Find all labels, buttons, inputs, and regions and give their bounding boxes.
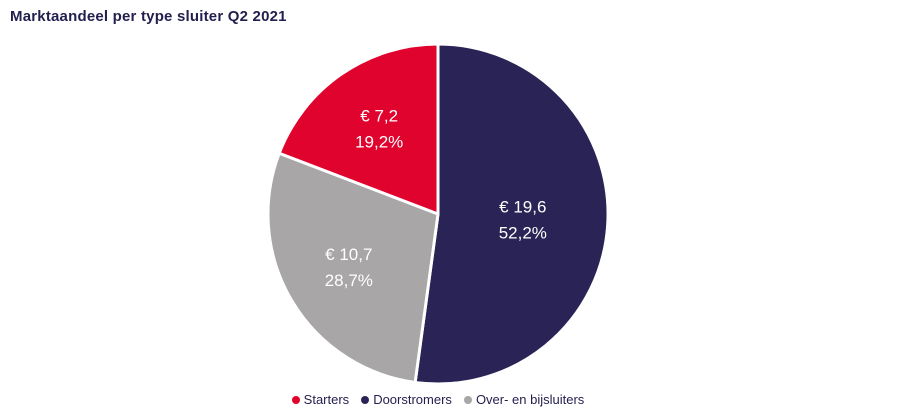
legend-dot-icon [361, 395, 370, 404]
legend-item-starters: Starters [291, 392, 350, 407]
legend-label: Starters [303, 392, 350, 407]
legend-item-over-en-bijsluiters: Over- en bijsluiters [463, 392, 585, 407]
pie-chart: € 19,6 52,2% € 10,7 28,7% € 7,2 19,2% [266, 42, 610, 386]
legend-label: Doorstromers [373, 392, 452, 407]
legend-dot-icon [463, 395, 472, 404]
pie-slice-doorstromers [413, 42, 610, 386]
pie-label-doorstromers: € 19,6 52,2% [499, 198, 547, 243]
legend-dot-icon [291, 395, 300, 404]
pie-label-starters: € 7,2 19,2% [355, 107, 403, 152]
pie-slice-starters [277, 42, 440, 216]
legend: Starters Doorstromers Over- en bijsluiters [0, 392, 876, 407]
chart-title: Marktaandeel per type sluiter Q2 2021 [10, 8, 287, 25]
legend-label: Over- en bijsluiters [475, 392, 585, 407]
legend-item-doorstromers: Doorstromers [361, 392, 452, 407]
pie-label-over-en-bijsluiters: € 10,7 28,7% [325, 245, 373, 290]
pie-slice-over-en-bijsluiters [266, 151, 440, 384]
